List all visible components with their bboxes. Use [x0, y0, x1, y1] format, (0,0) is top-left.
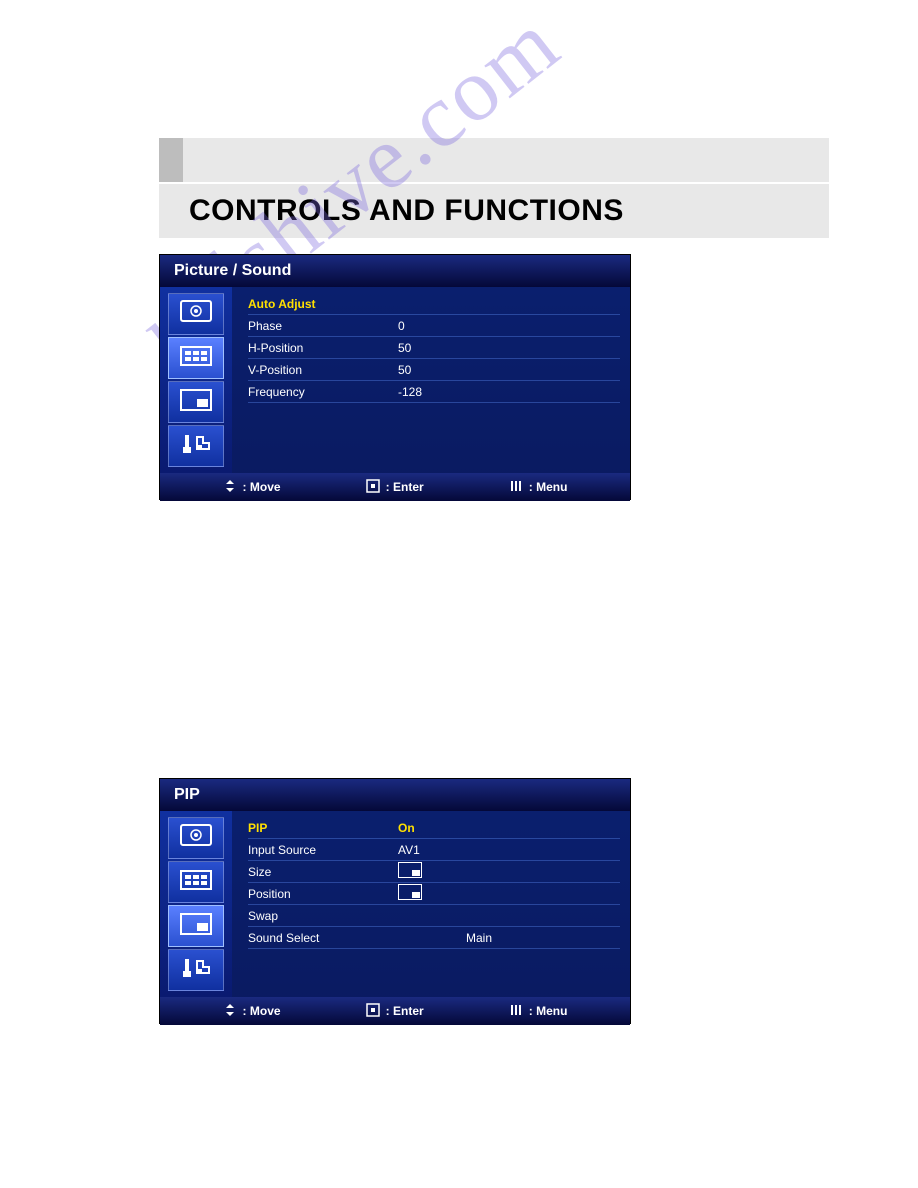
footer-label: : Move [243, 1004, 281, 1018]
menu-label: PIP [248, 821, 398, 835]
pip-icon [179, 387, 213, 418]
updown-arrows-icon [223, 479, 237, 496]
menu-item-swap[interactable]: Swap [248, 905, 620, 927]
pip-size-icon [398, 862, 422, 878]
footer-label: : Enter [386, 1004, 424, 1018]
sidebar-tab-pip[interactable] [168, 905, 224, 947]
menu-item-position[interactable]: Position [248, 883, 620, 905]
osd-footer: : Move : Enter : Menu [160, 997, 630, 1025]
footer-hint-menu: : Menu [509, 1003, 568, 1020]
osd-body: PIP On Input Source AV1 Size Position [160, 811, 630, 997]
menu-item-input-source[interactable]: Input Source AV1 [248, 839, 620, 861]
menu-icon [509, 1003, 523, 1020]
sidebar-tab-setup[interactable] [168, 949, 224, 991]
menu-item-auto-adjust[interactable]: Auto Adjust [248, 293, 620, 315]
page-title: CONTROLS AND FUNCTIONS [189, 194, 624, 228]
menu-item-h-position[interactable]: H-Position 50 [248, 337, 620, 359]
osd-sidebar [160, 287, 232, 473]
menu-label: Swap [248, 909, 398, 923]
footer-label: : Move [243, 480, 281, 494]
footer-label: : Menu [529, 1004, 568, 1018]
enter-icon [366, 1003, 380, 1020]
menu-value [398, 884, 620, 903]
osd-menu-list: PIP On Input Source AV1 Size Position [232, 811, 630, 997]
menu-value: -128 [398, 385, 620, 399]
sidebar-tab-setup[interactable] [168, 425, 224, 467]
menu-value [398, 862, 620, 881]
menu-item-phase[interactable]: Phase 0 [248, 315, 620, 337]
updown-arrows-icon [223, 1003, 237, 1020]
menu-label: Size [248, 865, 398, 879]
menu-label: Position [248, 887, 398, 901]
osd-panel-pip: PIP [159, 778, 631, 1024]
pip-icon [179, 911, 213, 942]
menu-value: 50 [398, 341, 620, 355]
menu-item-v-position[interactable]: V-Position 50 [248, 359, 620, 381]
header-bar-tab [159, 138, 183, 182]
enter-icon [366, 479, 380, 496]
menu-label: Phase [248, 319, 398, 333]
footer-label: : Menu [529, 480, 568, 494]
menu-item-sound-select[interactable]: Sound Select Main [248, 927, 620, 949]
menu-item-size[interactable]: Size [248, 861, 620, 883]
osd-panel-picture-sound: Picture / Sound [159, 254, 631, 500]
footer-hint-move: : Move [223, 479, 281, 496]
menu-value: AV1 [398, 843, 620, 857]
osd-sidebar [160, 811, 232, 997]
sidebar-tab-picture[interactable] [168, 293, 224, 335]
menu-value: On [398, 821, 620, 835]
footer-hint-enter: : Enter [366, 479, 424, 496]
footer-label: : Enter [386, 480, 424, 494]
menu-value: Main [398, 931, 620, 945]
osd-body: Auto Adjust Phase 0 H-Position 50 V-Posi… [160, 287, 630, 473]
menu-icon [509, 479, 523, 496]
osd-menu-list: Auto Adjust Phase 0 H-Position 50 V-Posi… [232, 287, 630, 473]
sidebar-tab-feature[interactable] [168, 337, 224, 379]
pip-position-icon [398, 884, 422, 900]
footer-hint-move: : Move [223, 1003, 281, 1020]
footer-hint-menu: : Menu [509, 479, 568, 496]
osd-title: PIP [160, 779, 630, 811]
menu-item-frequency[interactable]: Frequency -128 [248, 381, 620, 403]
menu-label: V-Position [248, 363, 398, 377]
header-bar-accent [159, 138, 829, 182]
feature-icon [179, 343, 213, 374]
setup-icon [179, 955, 213, 986]
menu-label: H-Position [248, 341, 398, 355]
sidebar-tab-picture[interactable] [168, 817, 224, 859]
setup-icon [179, 431, 213, 462]
sidebar-tab-pip[interactable] [168, 381, 224, 423]
menu-value: 50 [398, 363, 620, 377]
sidebar-tab-feature[interactable] [168, 861, 224, 903]
picture-icon [179, 299, 213, 330]
menu-item-pip[interactable]: PIP On [248, 817, 620, 839]
menu-label: Auto Adjust [248, 297, 398, 311]
osd-title: Picture / Sound [160, 255, 630, 287]
osd-footer: : Move : Enter : Menu [160, 473, 630, 501]
footer-hint-enter: : Enter [366, 1003, 424, 1020]
menu-label: Frequency [248, 385, 398, 399]
header-bar: CONTROLS AND FUNCTIONS [159, 184, 829, 238]
menu-label: Sound Select [248, 931, 398, 945]
feature-icon [179, 867, 213, 898]
menu-label: Input Source [248, 843, 398, 857]
picture-icon [179, 823, 213, 854]
menu-value: 0 [398, 319, 620, 333]
